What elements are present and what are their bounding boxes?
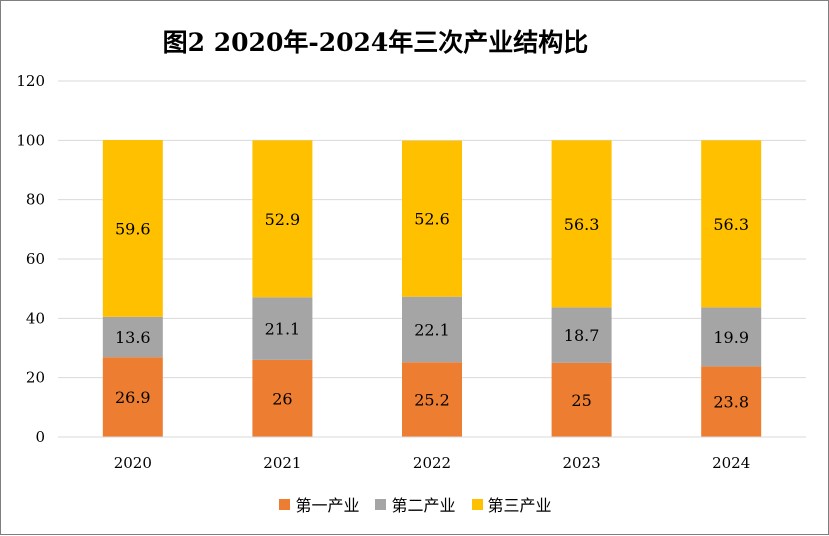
x-tick-label: 2020	[114, 454, 152, 472]
bar-segment	[252, 297, 313, 360]
y-tick-label: 0	[35, 428, 45, 446]
bar-segment	[701, 307, 762, 367]
data-label: 13.6	[115, 328, 151, 347]
data-label: 21.1	[265, 320, 301, 339]
bar-segment	[252, 359, 313, 437]
bar-segment	[551, 362, 612, 437]
legend-label: 第三产业	[487, 496, 552, 515]
data-label: 18.7	[564, 326, 600, 345]
data-label: 23.8	[713, 393, 749, 412]
x-tick-label: 2024	[712, 454, 750, 472]
bar-segment	[701, 140, 762, 308]
legend-item: 第二产业	[375, 492, 456, 516]
bar-segment	[551, 140, 612, 308]
data-label: 25.2	[414, 391, 450, 410]
chart-title: 图2 2020年-2024年三次产业结构比	[162, 28, 589, 57]
x-tick-label: 2022	[413, 454, 451, 472]
bar-segment	[402, 140, 462, 297]
x-tick-label: 2023	[563, 454, 601, 472]
bar-segment	[402, 362, 462, 437]
data-label: 52.9	[265, 210, 301, 229]
bar-segment	[252, 140, 313, 298]
y-tick-label: 40	[26, 309, 45, 327]
bar-segment	[102, 316, 163, 358]
bar-segment	[551, 307, 612, 363]
data-label: 26	[272, 389, 292, 408]
bar-segment	[102, 357, 163, 437]
y-tick-label: 120	[16, 72, 45, 90]
x-tick-label: 2021	[263, 454, 301, 472]
data-label: 52.6	[414, 210, 450, 229]
legend-item: 第一产业	[279, 492, 359, 516]
legend-swatch	[375, 498, 387, 510]
legend-label: 第一产业	[295, 496, 360, 515]
bar-segment	[701, 366, 762, 437]
legend-swatch	[471, 498, 483, 510]
y-tick-label: 100	[16, 131, 45, 149]
bar-segment	[402, 296, 462, 363]
data-label: 59.6	[115, 219, 151, 238]
y-tick-label: 80	[26, 191, 45, 209]
data-label: 56.3	[564, 215, 600, 234]
legend-item: 第三产业	[471, 492, 552, 516]
chart-legend: 第一产业 第二产业 第三产业	[1, 492, 829, 516]
data-label: 22.1	[414, 320, 450, 339]
data-label: 56.3	[713, 215, 749, 234]
bar-segment	[102, 140, 163, 317]
y-tick-label: 20	[26, 369, 45, 387]
y-tick-label: 60	[26, 250, 45, 268]
legend-label: 第二产业	[391, 496, 456, 515]
data-label: 19.9	[713, 328, 749, 347]
data-label: 25	[571, 391, 591, 410]
legend-swatch	[279, 498, 291, 510]
data-label: 26.9	[115, 388, 151, 407]
